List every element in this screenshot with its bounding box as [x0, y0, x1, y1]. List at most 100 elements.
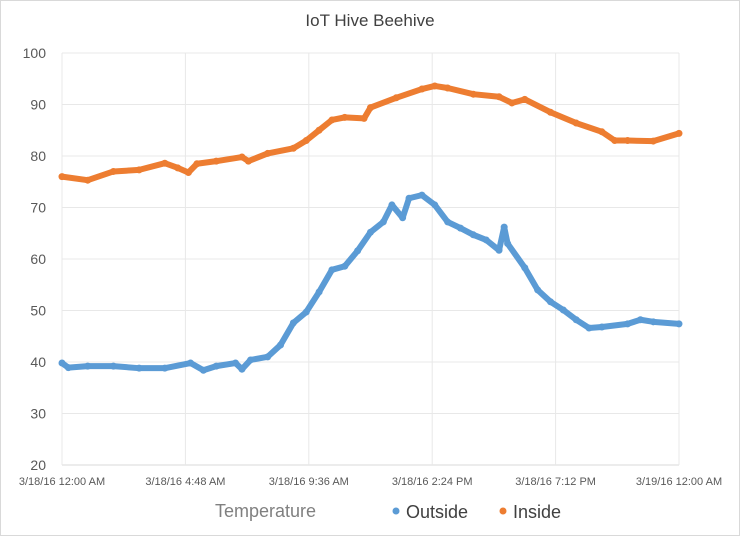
data-point-outside: [469, 231, 477, 239]
data-point-outside: [456, 224, 464, 232]
data-point-inside: [521, 95, 529, 103]
x-tick-label: 3/18/16 2:24 PM: [392, 476, 473, 488]
data-point-outside: [84, 362, 92, 370]
data-point-outside: [495, 246, 503, 254]
data-point-outside: [199, 366, 207, 374]
data-point-outside: [546, 298, 554, 306]
data-point-outside: [187, 359, 195, 367]
data-point-inside: [58, 173, 66, 181]
x-tick-label: 3/18/16 12:00 AM: [19, 476, 105, 488]
data-point-outside: [585, 324, 593, 332]
data-point-outside: [675, 320, 683, 328]
y-tick-label: 90: [30, 97, 46, 113]
data-point-inside: [611, 137, 619, 145]
data-point-outside: [624, 320, 632, 328]
y-tick-label: 50: [30, 303, 46, 319]
data-point-outside: [418, 191, 426, 199]
data-point-outside: [534, 286, 542, 294]
data-point-inside: [238, 153, 246, 161]
legend-label-outside: Outside: [406, 502, 468, 522]
data-point-inside: [624, 137, 632, 145]
chart-title: IoT Hive Beehive: [305, 11, 434, 30]
x-tick-label: 3/19/16 12:00 AM: [636, 476, 722, 488]
data-point-inside: [341, 113, 349, 121]
data-point-inside: [360, 114, 368, 122]
data-point-outside: [264, 353, 272, 361]
data-point-outside: [431, 201, 439, 209]
data-point-inside: [315, 126, 323, 134]
y-tick-label: 100: [23, 45, 47, 61]
data-point-inside: [328, 116, 336, 124]
data-point-outside: [636, 316, 644, 324]
data-point-outside: [444, 218, 452, 226]
data-point-inside: [84, 176, 92, 184]
data-point-inside: [174, 164, 182, 172]
data-point-outside: [379, 218, 387, 226]
data-point-outside: [405, 194, 413, 202]
plot-area: [58, 82, 683, 374]
legend-title: Temperature: [215, 501, 316, 521]
data-point-inside: [193, 160, 201, 168]
data-point-outside: [315, 288, 323, 296]
data-point-outside: [572, 316, 580, 324]
data-point-inside: [572, 119, 580, 127]
data-point-inside: [392, 94, 400, 102]
data-point-outside: [521, 264, 529, 272]
data-point-inside: [675, 129, 683, 137]
x-tick-label: 3/18/16 7:12 PM: [515, 476, 596, 488]
data-point-outside: [277, 341, 285, 349]
data-point-outside: [649, 318, 657, 326]
series-inside-trace: [59, 82, 682, 184]
legend-label-inside: Inside: [513, 502, 561, 522]
data-point-outside: [302, 308, 310, 316]
tick-labels: 20 30 40 50 60 70 80 90 100 3/18/16 12:00 AM 3/18/…: [19, 45, 722, 488]
y-tick-label: 80: [30, 148, 46, 164]
data-point-outside: [161, 364, 169, 372]
data-point-inside: [495, 93, 503, 101]
data-point-inside: [469, 90, 477, 98]
data-point-outside: [482, 236, 490, 244]
data-point-inside: [289, 144, 297, 152]
data-point-inside: [649, 137, 657, 145]
data-point-outside: [399, 214, 407, 222]
data-point-outside: [598, 323, 606, 331]
y-tick-label: 70: [30, 200, 46, 216]
data-point-inside: [302, 137, 310, 145]
data-point-outside: [58, 359, 66, 367]
data-point-outside: [354, 247, 362, 255]
y-tick-label: 60: [30, 251, 46, 267]
data-point-outside: [500, 223, 508, 231]
y-tick-label: 20: [30, 457, 46, 473]
x-tick-label: 3/18/16 4:48 AM: [145, 476, 225, 488]
data-point-inside: [418, 85, 426, 93]
data-point-inside: [598, 128, 606, 136]
data-point-inside: [109, 167, 117, 175]
data-point-outside: [109, 362, 117, 370]
data-point-inside: [264, 149, 272, 157]
data-point-outside: [135, 364, 143, 372]
y-tick-label: 40: [30, 354, 46, 370]
data-point-inside: [444, 84, 452, 92]
data-point-inside: [367, 104, 374, 112]
data-point-inside: [135, 166, 143, 174]
data-point-outside: [238, 365, 246, 373]
data-point-inside: [184, 168, 192, 176]
data-point-inside: [546, 108, 554, 116]
data-point-inside: [212, 157, 220, 165]
data-point-outside: [341, 262, 349, 270]
gridlines: [61, 52, 680, 466]
data-point-outside: [388, 201, 396, 209]
x-tick-label: 3/18/16 9:36 AM: [269, 476, 349, 488]
data-point-outside: [247, 356, 255, 364]
data-point-inside: [508, 99, 516, 107]
data-point-outside: [367, 228, 374, 236]
data-point-outside: [504, 240, 512, 248]
data-point-outside: [328, 266, 336, 274]
data-point-inside: [431, 82, 439, 90]
series-outside-trace: [59, 192, 682, 374]
legend-marker-outside: [392, 507, 400, 515]
legend-marker-inside: [499, 507, 507, 515]
data-point-outside: [232, 359, 240, 367]
y-tick-label: 30: [30, 406, 46, 422]
